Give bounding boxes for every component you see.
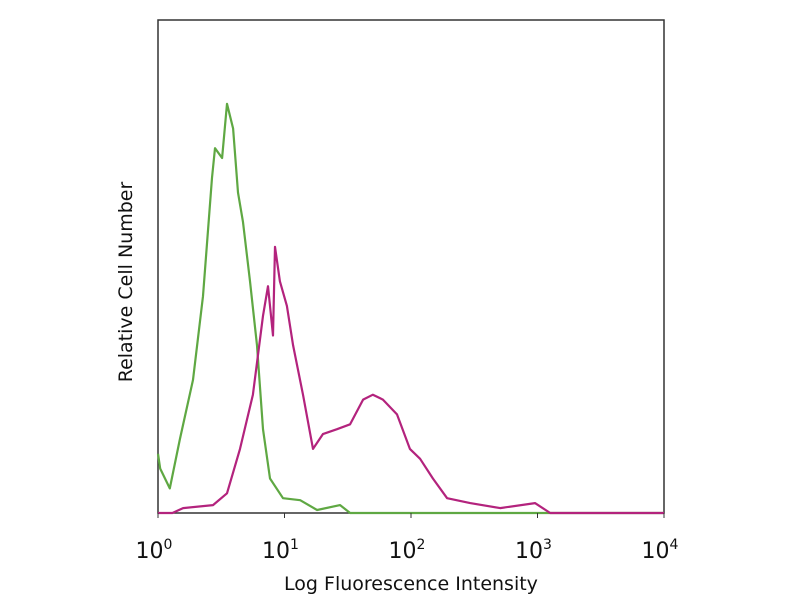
x-tick-label: 101 (262, 537, 299, 564)
x-tick-label: 103 (515, 537, 552, 564)
series-layer (156, 102, 664, 515)
histogram-series-2 (158, 245, 664, 515)
x-axis-label: Log Fluorescence Intensity (284, 573, 538, 595)
x-tick-label: 100 (136, 537, 173, 564)
x-tick-label: 102 (389, 537, 426, 564)
x-tick-labels: 100 101 102 103 104 (136, 513, 679, 564)
plot-frame (157, 19, 665, 514)
x-tick-label: 104 (642, 537, 679, 564)
histogram-series-1 (156, 102, 664, 515)
y-axis-label: Relative Cell Number (115, 182, 137, 383)
